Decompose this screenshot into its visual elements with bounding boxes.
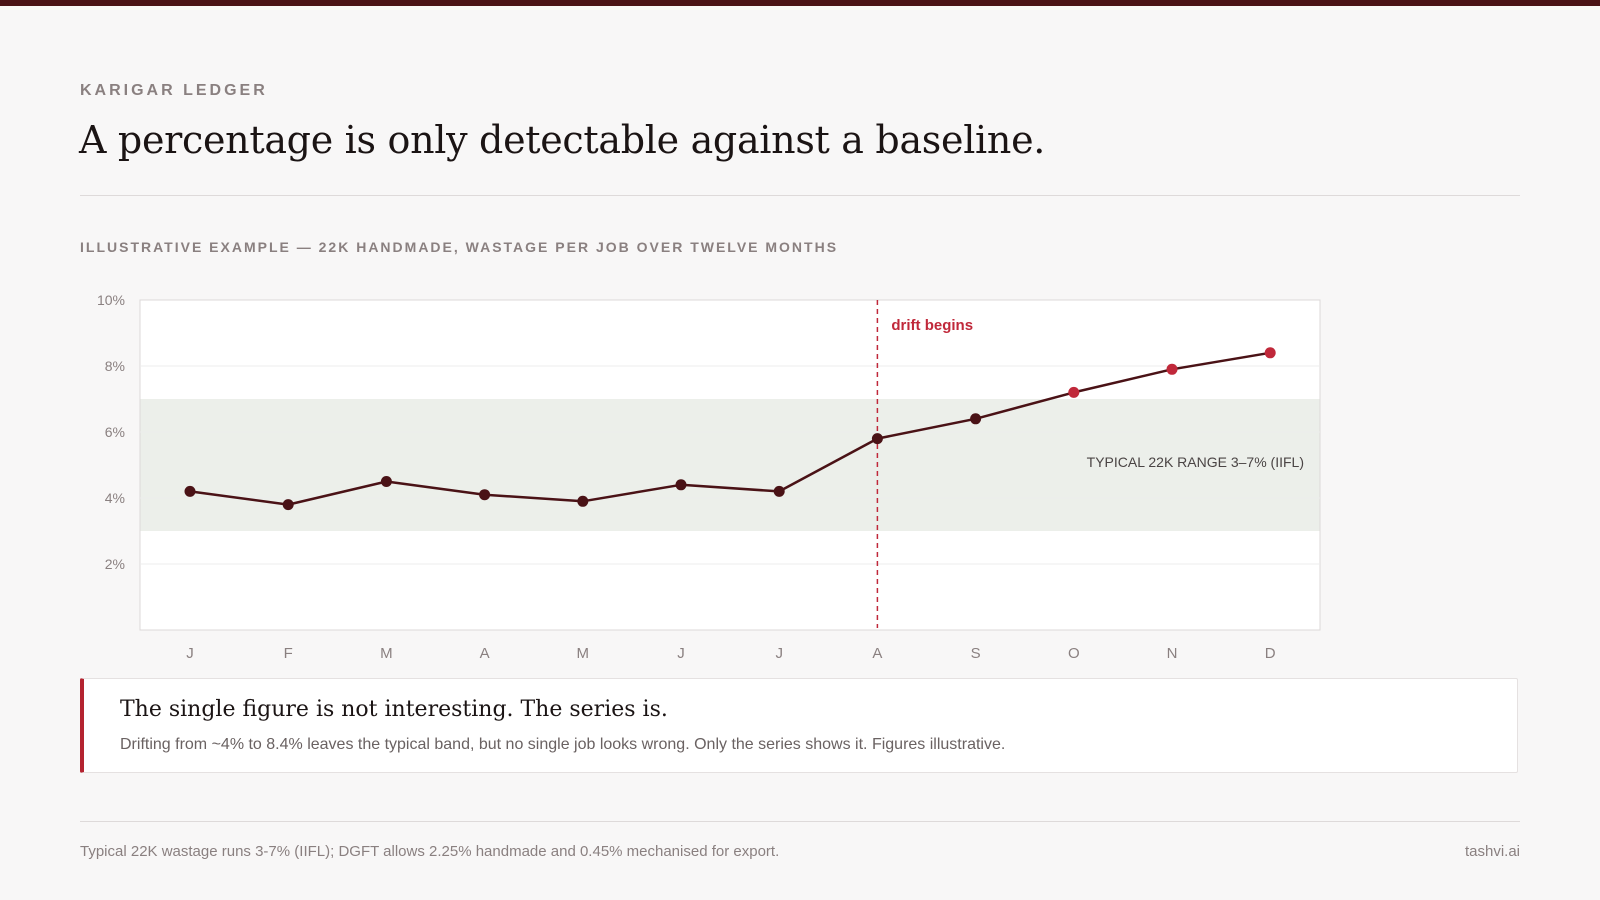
x-tick-label: J [677,645,685,662]
drift-marker-label: drift begins [891,317,973,334]
data-point [675,479,687,491]
data-point [282,499,294,511]
x-tick-label: F [284,645,293,662]
y-tick-label: 6% [105,424,125,440]
y-tick-label: 8% [105,358,125,374]
x-tick-label: S [971,645,981,662]
data-point-highlight [1068,386,1080,398]
data-point-highlight [1166,363,1178,375]
y-tick-label: 4% [105,490,125,506]
band-label: TYPICAL 22K RANGE 3–7% (IIFL) [1087,454,1304,470]
callout-title: The single figure is not interesting. Th… [120,697,668,722]
top-accent-bar [0,0,1600,6]
y-tick-label: 2% [105,556,125,572]
data-point [871,433,883,445]
chart-subtitle: ILLUSTRATIVE EXAMPLE — 22K HANDMADE, WAS… [80,239,839,255]
typical-range-band [140,399,1320,531]
x-tick-label: J [186,645,194,662]
eyebrow-label: KARIGAR LEDGER [80,82,268,99]
line-chart: 2% 4% 6% 8% 10% TYPICAL 22K RANGE 3–7% (IIFL)… [97,292,1321,662]
series-line [189,351,1271,506]
x-tick-label: O [1068,645,1080,662]
x-tick-label: D [1265,645,1276,662]
footer-divider [80,821,1520,822]
data-point [773,485,785,497]
brand-link[interactable]: tashvi.ai [1464,843,1520,860]
callout-box: The single figure is not interesting. Th… [80,678,1518,773]
y-tick-label: 10% [97,292,125,308]
divider [80,195,1520,196]
data-point [380,476,392,487]
data-point-highlight [1264,347,1276,359]
x-tick-label: M [380,645,393,662]
page-title: A percentage is only detectable against … [79,118,1046,162]
data-point [970,413,982,425]
callout-body: Drifting from ~4% to 8.4% leaves the typ… [120,736,1006,753]
footer-note: Typical 22K wastage runs 3-7% (IIFL); DG… [80,843,780,860]
data-point [479,489,491,501]
x-tick-label: A [480,645,490,662]
data-point [577,495,589,507]
data-point [184,485,196,497]
x-tick-label: N [1167,645,1178,662]
x-tick-label: J [775,645,783,662]
x-tick-label: M [577,645,590,662]
x-tick-label: A [872,645,882,662]
